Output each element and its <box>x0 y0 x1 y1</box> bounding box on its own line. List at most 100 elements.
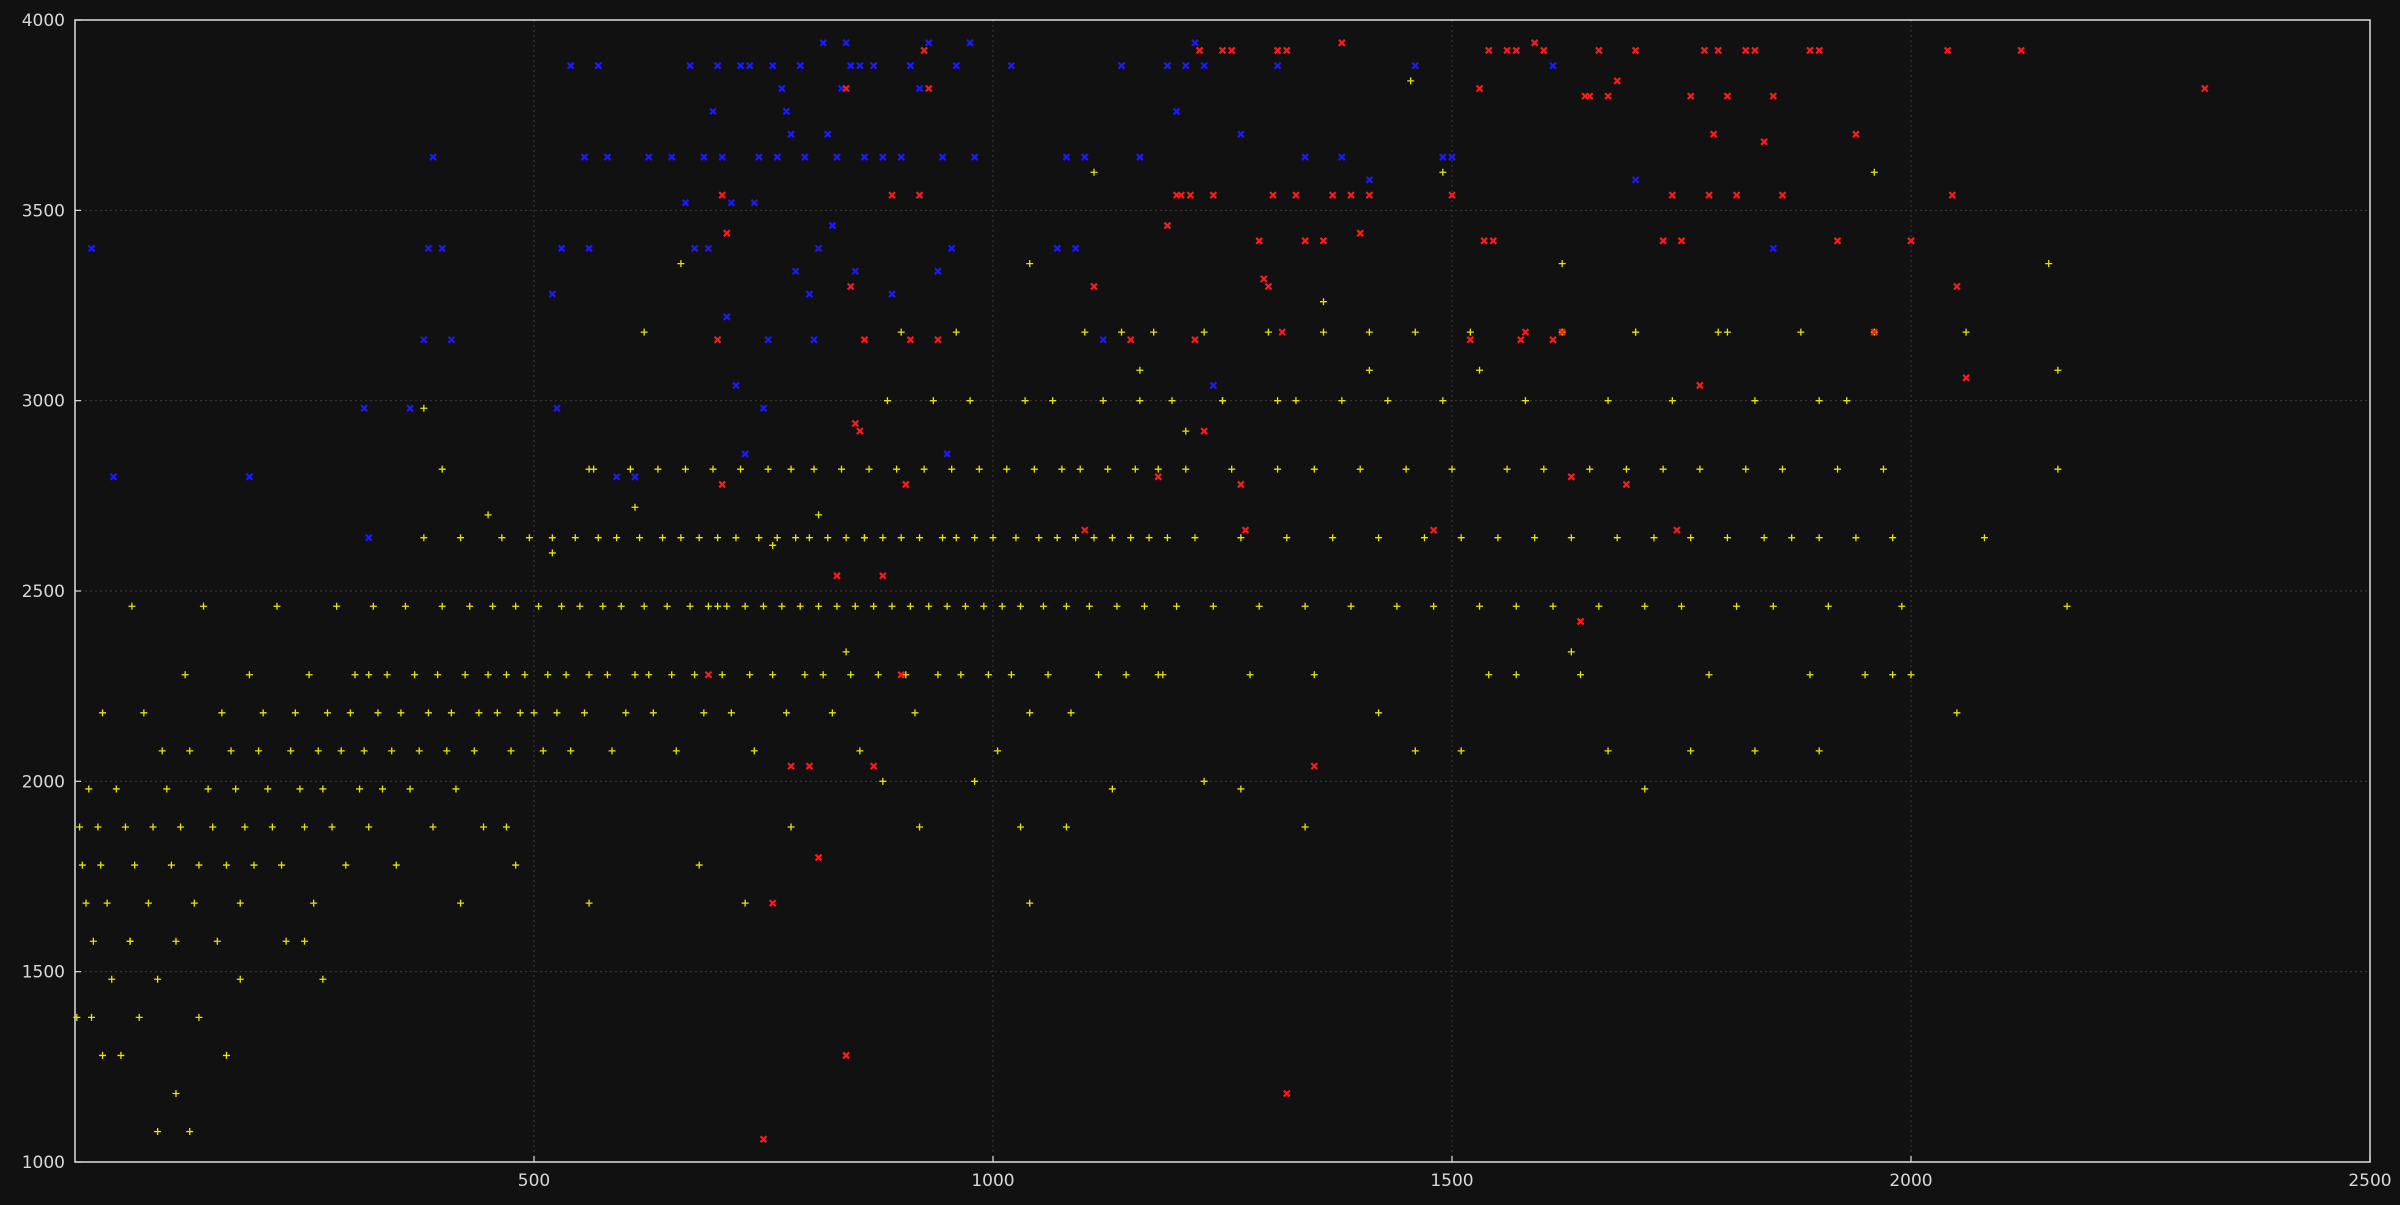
data-point <box>672 747 680 755</box>
data-point <box>388 747 396 755</box>
data-point <box>406 404 414 413</box>
data-point <box>924 84 933 93</box>
data-point <box>612 473 621 481</box>
data-point <box>787 130 795 138</box>
data-point <box>838 465 846 473</box>
data-point <box>1227 46 1236 55</box>
data-point <box>1310 762 1319 770</box>
data-point <box>1140 602 1148 610</box>
data-point <box>1503 46 1511 55</box>
data-point <box>1700 46 1709 55</box>
data-point <box>1319 328 1327 336</box>
data-point <box>1953 709 1961 717</box>
data-point <box>236 975 244 983</box>
data-point <box>1274 397 1282 405</box>
data-point <box>846 282 855 291</box>
data-point <box>1104 465 1112 473</box>
data-points <box>73 39 2209 1143</box>
data-point <box>1517 335 1525 344</box>
data-point <box>1824 602 1832 610</box>
data-point <box>1420 534 1428 542</box>
data-point <box>498 534 506 542</box>
data-point <box>1301 823 1309 831</box>
data-point <box>1484 46 1493 55</box>
data-point <box>1163 534 1171 542</box>
data-point <box>1889 534 1897 542</box>
data-point <box>768 61 777 70</box>
data-point <box>1678 602 1685 610</box>
data-point <box>709 465 717 473</box>
data-point <box>383 671 391 679</box>
data-point <box>1815 397 1823 405</box>
data-point <box>810 335 818 344</box>
data-point <box>379 785 387 793</box>
data-point <box>888 290 896 298</box>
data-point <box>140 709 148 717</box>
data-point <box>856 427 864 435</box>
data-point <box>1540 465 1548 473</box>
data-point <box>847 671 855 679</box>
data-point <box>851 419 860 428</box>
data-point <box>1365 176 1374 184</box>
data-point <box>1686 92 1695 100</box>
data-point <box>356 785 364 793</box>
data-point <box>1549 602 1557 610</box>
data-point <box>718 191 726 199</box>
data-point <box>704 244 713 253</box>
data-point <box>947 244 956 253</box>
data-point <box>815 511 823 519</box>
data-point <box>585 899 593 907</box>
data-point <box>466 602 474 610</box>
data-point <box>346 709 354 717</box>
data-point <box>87 244 96 253</box>
data-point <box>301 937 308 945</box>
data-point <box>681 465 689 473</box>
data-point <box>195 861 203 869</box>
data-point <box>1347 191 1355 199</box>
data-point <box>1177 191 1185 199</box>
data-point <box>667 153 676 161</box>
data-point <box>1108 785 1116 793</box>
data-point <box>879 571 887 580</box>
data-point <box>401 602 409 610</box>
data-point <box>796 602 804 610</box>
data-point <box>516 709 524 717</box>
data-point <box>232 785 240 793</box>
data-point <box>1723 328 1731 336</box>
data-point <box>1085 602 1093 610</box>
data-point <box>1310 465 1318 473</box>
data-point <box>1742 465 1750 473</box>
data-point <box>1852 534 1860 542</box>
data-point <box>259 709 267 717</box>
data-point <box>1632 328 1640 336</box>
data-point <box>576 602 584 610</box>
data-point <box>659 534 667 542</box>
data-point <box>1429 526 1438 534</box>
data-point <box>1301 237 1309 245</box>
data-point <box>429 823 437 831</box>
data-point <box>1733 602 1741 610</box>
data-point <box>1136 366 1144 374</box>
data-point <box>1586 465 1594 473</box>
data-point <box>1448 153 1456 161</box>
data-point <box>585 244 593 253</box>
data-point <box>833 571 841 580</box>
data-point <box>128 602 136 610</box>
data-point <box>1806 671 1814 679</box>
data-point <box>1113 602 1121 610</box>
data-point <box>869 61 878 70</box>
data-point <box>1705 191 1713 199</box>
data-point <box>695 534 703 542</box>
data-point <box>566 61 575 70</box>
data-point <box>1264 328 1272 336</box>
data-point <box>1356 465 1364 473</box>
data-point <box>328 823 336 831</box>
data-point <box>1356 229 1364 237</box>
data-point <box>1659 465 1667 473</box>
data-point <box>631 473 639 481</box>
data-point <box>984 671 992 679</box>
data-point <box>314 747 322 755</box>
data-point <box>883 397 891 405</box>
data-point <box>1282 1089 1291 1098</box>
data-point <box>769 671 777 679</box>
